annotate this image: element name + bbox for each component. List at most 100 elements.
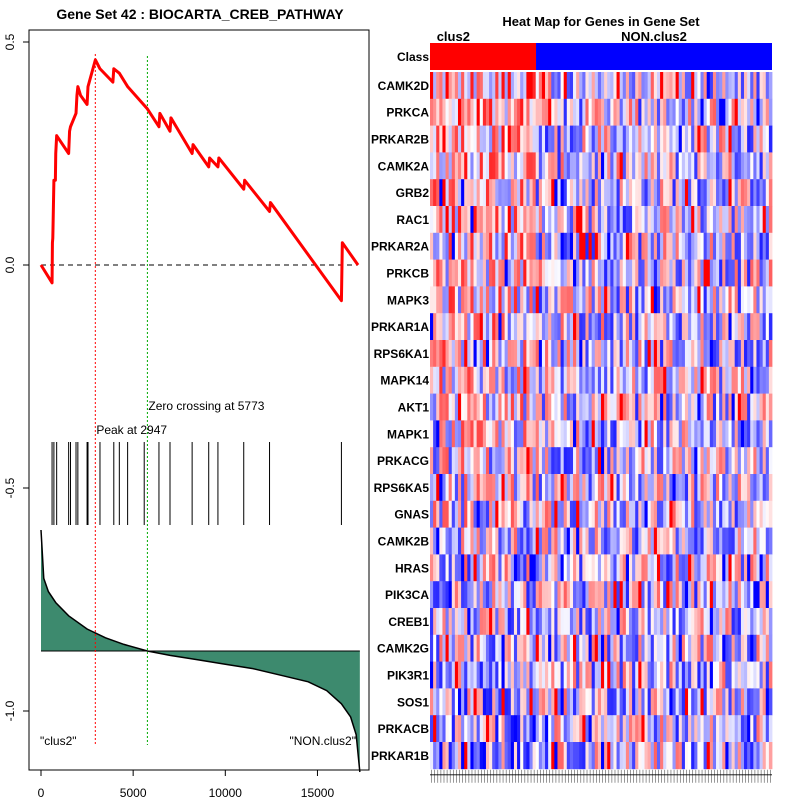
- heatmap-cell: [517, 72, 521, 100]
- heatmap-cell: [513, 179, 518, 207]
- heatmap-cell: [576, 72, 580, 100]
- heatmap-cell: [457, 286, 462, 314]
- heatmap-cell: [557, 527, 561, 555]
- heatmap-cell: [576, 715, 580, 743]
- heatmap-cell: [566, 527, 571, 555]
- heatmap-cell: [433, 286, 437, 314]
- heatmap-cell: [538, 608, 543, 636]
- heatmap-cell: [526, 152, 530, 180]
- heatmap-cell: [740, 554, 745, 582]
- heatmap-cell: [644, 661, 649, 689]
- heatmap-cell: [594, 313, 599, 341]
- heatmap-cell: [740, 715, 745, 743]
- heatmap-cell: [684, 366, 689, 394]
- heatmap-cell: [433, 688, 437, 716]
- heatmap-cell: [461, 715, 465, 743]
- heatmap-cell: [632, 474, 636, 502]
- heatmap-cell: [706, 474, 711, 502]
- heatmap-cell: [613, 420, 617, 448]
- heatmap-cell: [728, 420, 732, 448]
- heatmap-cell: [753, 661, 757, 689]
- heatmap-cell: [725, 447, 729, 475]
- heatmap-cell: [703, 527, 708, 555]
- heatmap-cell: [579, 72, 583, 100]
- heatmap-cell: [548, 742, 552, 770]
- heatmap-cell: [551, 232, 555, 260]
- heatmap-cell: [669, 474, 673, 502]
- heatmap-cell: [706, 366, 711, 394]
- heatmap-cell: [681, 527, 686, 555]
- heatmap-cell: [495, 366, 499, 394]
- heatmap-cell: [588, 152, 593, 180]
- heatmap-cell: [644, 125, 649, 153]
- heatmap-cell: [607, 286, 611, 314]
- heatmap-cell: [569, 661, 574, 689]
- heatmap-cell: [523, 313, 527, 341]
- heatmap-cell: [706, 152, 711, 180]
- heatmap-cell: [607, 554, 611, 582]
- heatmap-cell: [517, 447, 521, 475]
- heatmap-cell: [517, 634, 521, 662]
- heatmap-cell: [507, 688, 512, 716]
- heatmap-cell: [647, 447, 652, 475]
- heatmap-cell: [498, 72, 502, 100]
- heatmap-cell: [719, 286, 723, 314]
- heatmap-cell: [454, 152, 459, 180]
- heatmap-cell: [504, 581, 509, 609]
- heatmap-cell: [523, 715, 527, 743]
- heatmap-cell: [545, 259, 549, 287]
- heatmap-cell: [473, 474, 478, 502]
- heatmap-cell: [479, 527, 484, 555]
- heatmap-cell: [694, 366, 698, 394]
- heatmap-cell: [498, 98, 502, 126]
- heatmap-cell: [545, 500, 549, 528]
- heatmap-cell: [616, 340, 621, 368]
- heatmap-cell: [551, 554, 555, 582]
- heatmap-cell: [756, 715, 760, 743]
- heatmap-cell: [482, 340, 487, 368]
- ranked-metric-outline: [40, 529, 361, 773]
- heatmap-cell: [442, 742, 446, 770]
- heatmap-cell: [442, 259, 446, 287]
- heatmap-cell: [436, 72, 440, 100]
- heatmap-cell: [557, 742, 561, 770]
- heatmap-cell: [566, 393, 571, 421]
- heatmap-cell: [473, 259, 478, 287]
- heatmap-cell: [628, 715, 633, 743]
- heatmap-cell: [675, 634, 680, 662]
- heatmap-cell: [489, 286, 493, 314]
- heatmap-cell: [712, 366, 717, 394]
- heatmap-cell: [442, 366, 446, 394]
- heatmap-cell: [535, 527, 540, 555]
- heatmap-cell: [691, 447, 695, 475]
- heatmap-cell: [762, 500, 767, 528]
- heatmap-cell: [498, 340, 502, 368]
- heatmap-cell: [728, 742, 732, 770]
- heatmap-cell: [551, 742, 555, 770]
- gene-label: PRKAR1B: [371, 749, 429, 763]
- heatmap-cell: [563, 420, 568, 448]
- heatmap-cell: [725, 634, 729, 662]
- heatmap-cell: [560, 286, 565, 314]
- heatmap-cell: [712, 206, 717, 234]
- heatmap-cell: [430, 72, 434, 100]
- heatmap-cell: [433, 340, 437, 368]
- heatmap-cell: [566, 366, 571, 394]
- heatmap-cell: [619, 527, 624, 555]
- heatmap-cell: [731, 232, 736, 260]
- heatmap-cell: [622, 98, 627, 126]
- heatmap-cell: [523, 98, 527, 126]
- heatmap-cell: [768, 500, 773, 528]
- heatmap-cell: [728, 286, 732, 314]
- heatmap-cell: [588, 608, 593, 636]
- heatmap-cell: [439, 742, 443, 770]
- heatmap-cell: [498, 581, 502, 609]
- heatmap-cell: [473, 340, 478, 368]
- heatmap-cell: [734, 259, 739, 287]
- heatmap-cell: [476, 152, 481, 180]
- heatmap-cell: [597, 340, 602, 368]
- heatmap-cell: [448, 554, 453, 582]
- heatmap-cell: [734, 554, 739, 582]
- heatmap-cell: [517, 340, 521, 368]
- gene-label: PIK3R1: [387, 669, 429, 683]
